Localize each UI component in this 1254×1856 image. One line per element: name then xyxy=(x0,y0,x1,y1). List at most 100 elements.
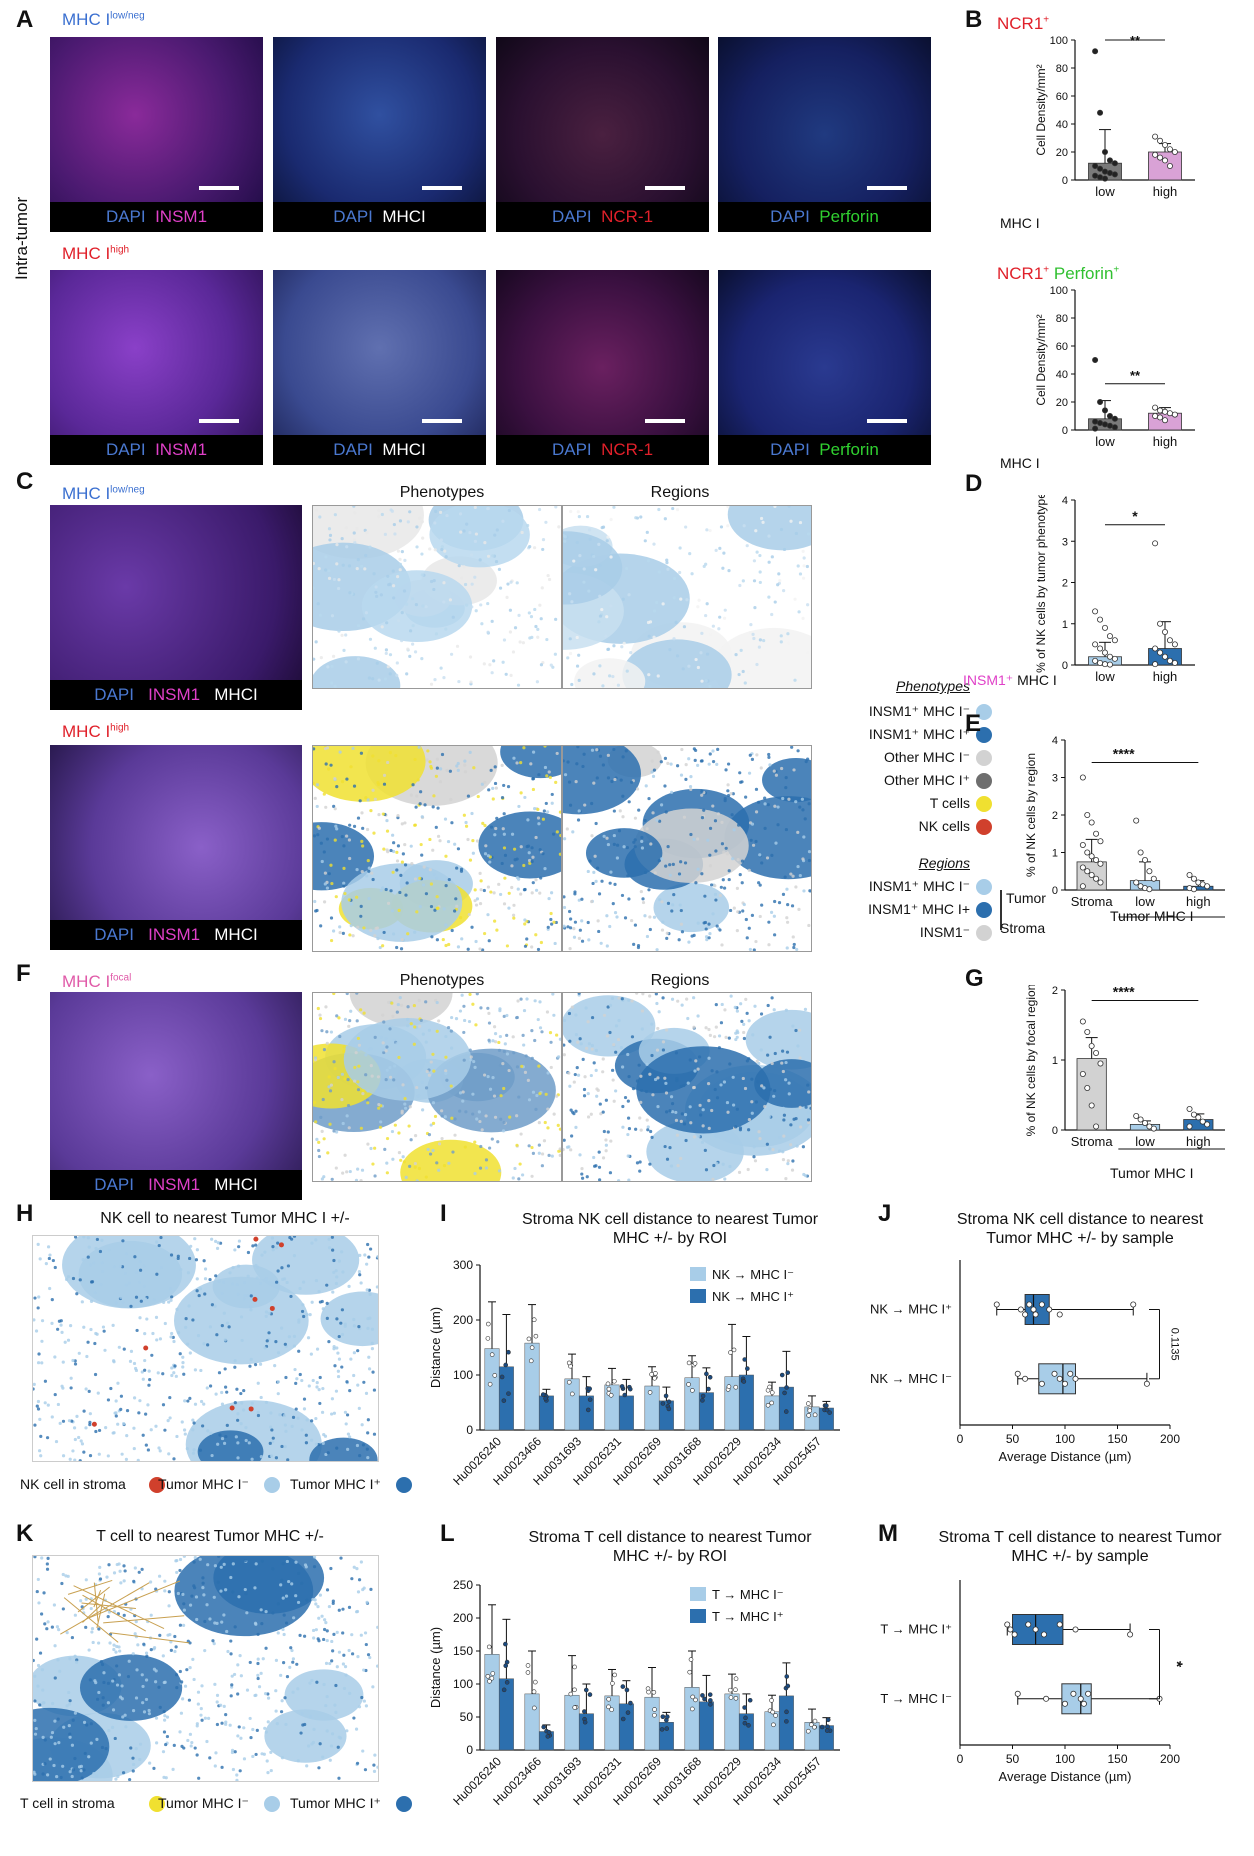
data-point xyxy=(1152,661,1159,668)
cell-dot xyxy=(518,1162,522,1166)
legend-phenotype-swatch xyxy=(976,750,992,766)
cell-dot xyxy=(648,994,652,998)
panel-c-phenotypes-header: Phenotypes xyxy=(399,484,485,501)
data-point xyxy=(1088,853,1095,860)
cell-dot xyxy=(406,647,410,651)
cell-dot xyxy=(533,999,537,1003)
category-label: Stroma xyxy=(1071,1134,1114,1149)
cell-dot xyxy=(801,549,805,553)
cell-dot xyxy=(533,807,537,811)
cell-dot xyxy=(53,1355,57,1359)
cell-dot xyxy=(86,1340,90,1344)
cell-dot xyxy=(572,1112,576,1116)
cell-dot xyxy=(36,1684,40,1688)
cell-dot xyxy=(309,1352,313,1356)
data-point xyxy=(1092,608,1099,615)
cell-dot xyxy=(356,925,360,929)
cell-dot xyxy=(682,815,687,819)
cell-dot xyxy=(752,636,756,641)
data-point xyxy=(1084,1029,1091,1036)
cell-dot xyxy=(504,672,508,676)
bar xyxy=(564,1378,580,1431)
y-tick-label: 50 xyxy=(460,1710,474,1724)
cell-dot xyxy=(711,804,715,808)
cell-dot xyxy=(48,1757,52,1761)
cell-dot xyxy=(355,1443,360,1448)
cell-dot xyxy=(255,1728,259,1732)
cell-dot xyxy=(317,826,321,830)
cell-dot xyxy=(714,849,718,853)
cell-dot xyxy=(580,1166,584,1171)
cell-dot xyxy=(121,1239,125,1243)
cell-dot xyxy=(463,770,468,774)
cell-dot xyxy=(392,522,396,527)
cell-dot xyxy=(201,1586,205,1590)
cell-dot xyxy=(507,906,511,910)
data-point xyxy=(1079,774,1086,781)
cell-dot xyxy=(57,1319,62,1323)
cell-dot xyxy=(528,861,532,865)
cell-dot xyxy=(206,1429,210,1433)
cell-dot xyxy=(759,1048,763,1052)
cell-dot xyxy=(784,1177,788,1181)
cell-dot xyxy=(235,1778,239,1781)
cell-dot xyxy=(334,1389,339,1393)
cell-dot xyxy=(136,1458,140,1461)
cell-dot xyxy=(41,1772,45,1776)
data-point xyxy=(612,1378,617,1384)
image-stain-caption: DAPI Perforin xyxy=(770,440,879,459)
data-point xyxy=(660,1714,666,1719)
cell-dot xyxy=(235,1773,239,1777)
cell-dot xyxy=(198,1448,203,1452)
cell-dot xyxy=(398,562,403,567)
cell-dot xyxy=(398,568,402,572)
cell-dot xyxy=(700,631,704,635)
data-point xyxy=(1102,661,1109,668)
cell-dot xyxy=(418,516,422,520)
cell-dot xyxy=(796,564,800,568)
cell-dot xyxy=(612,506,616,509)
cell-dot xyxy=(497,1048,502,1052)
cell-dot xyxy=(259,1455,263,1459)
cell-dot xyxy=(305,1312,309,1317)
cell-dot xyxy=(674,1118,679,1122)
cell-dot xyxy=(598,1102,602,1106)
cell-dot xyxy=(161,1403,166,1407)
cell-dot xyxy=(161,1750,166,1754)
cell-dot xyxy=(563,1138,566,1142)
cell-dot xyxy=(531,1151,535,1155)
legend-region-label: INSM1⁺ MHC I⁻ xyxy=(868,878,970,894)
cell-dot xyxy=(338,930,342,935)
cell-dot xyxy=(650,759,654,763)
cell-dot xyxy=(38,1703,42,1707)
cell-dot xyxy=(330,614,335,618)
cell-dot xyxy=(263,1346,267,1350)
cell-dot xyxy=(427,1028,431,1032)
cell-dot xyxy=(36,1361,41,1365)
cell-dot xyxy=(371,677,375,681)
cell-dot xyxy=(388,1075,393,1079)
cell-dot xyxy=(802,835,806,839)
cell-dot xyxy=(324,1452,328,1457)
cell-dot xyxy=(651,1093,655,1097)
data-point xyxy=(608,1392,614,1398)
cell-dot xyxy=(433,1114,438,1119)
cell-dot xyxy=(783,875,787,879)
cell-dot xyxy=(563,534,565,538)
cell-dot xyxy=(219,1703,223,1707)
cell-dot xyxy=(599,941,603,945)
cell-dot xyxy=(502,846,507,850)
cell-dot xyxy=(656,1105,660,1109)
cell-dot xyxy=(554,1094,559,1098)
data-point xyxy=(1127,1631,1134,1638)
cell-dot xyxy=(462,1004,466,1008)
cell-dot xyxy=(385,818,389,823)
legend-phenotype-label: NK cells xyxy=(918,818,970,834)
cell-dot xyxy=(563,1018,567,1023)
cell-dot xyxy=(590,1047,594,1051)
cell-dot xyxy=(483,541,487,545)
cell-dot xyxy=(743,1086,748,1091)
cell-dot xyxy=(373,797,377,801)
data-point xyxy=(702,1696,707,1702)
cell-dot xyxy=(360,1423,364,1427)
